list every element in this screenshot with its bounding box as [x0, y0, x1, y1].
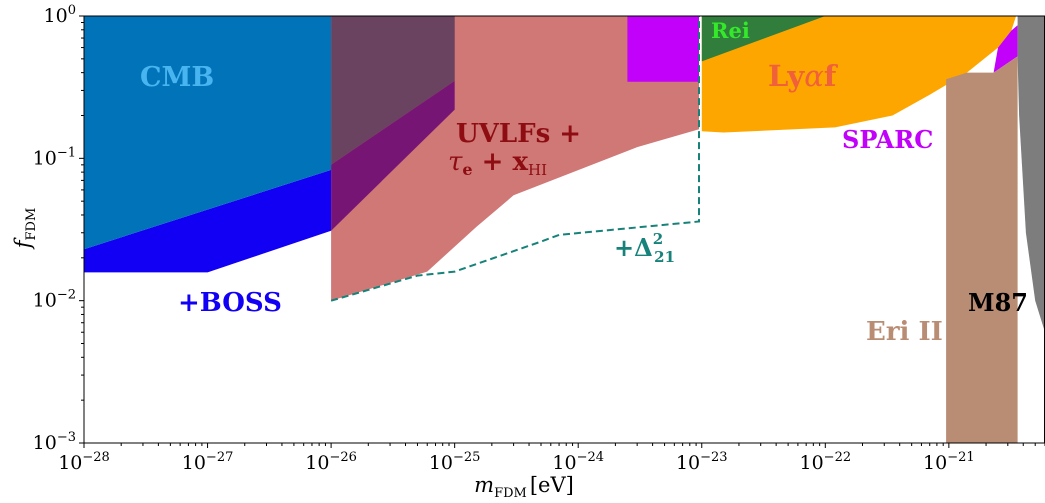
region-lyaf [701, 16, 1017, 133]
uvlf-tau-sub: e [462, 160, 472, 179]
delta21-sub: 21 [654, 248, 675, 266]
y-tick-label: 10−1 [33, 145, 76, 169]
y-axis-label-main: f [11, 237, 35, 250]
uvlf-plus: + [473, 147, 513, 177]
region-uvlf_dark [331, 16, 455, 165]
lyaf-label: Lyαf [768, 59, 839, 93]
delta21-dashed-line [330, 16, 700, 302]
delta21-label: +Δ2 21 [614, 230, 675, 266]
x-tick-label: 10−22 [799, 450, 851, 474]
y-tick-label: 100 [44, 3, 76, 27]
boss-label: +BOSS [178, 288, 282, 318]
rei-label: Rei [711, 18, 750, 43]
sparc-label: SPARC [842, 125, 933, 154]
region-eri [946, 56, 1018, 444]
region-sparc_right [993, 25, 1018, 73]
delta21-sup: 2 [653, 230, 663, 248]
x-tick-label: 10−27 [182, 450, 234, 474]
y-axis-ticks: 10−3 10−2 10−1 100 [33, 3, 84, 454]
lyaf-prefix: Ly [768, 59, 805, 93]
lyaf-alpha: α [804, 59, 824, 93]
x-tick-label: 10−25 [429, 450, 481, 474]
uvlf-x-symbol: x [512, 147, 528, 177]
x-axis-label: mFDM [eV] [474, 473, 574, 498]
constraint-regions [84, 16, 1045, 444]
uvlf-tau-symbol: τ [448, 147, 463, 177]
x-axis-label-unit: [eV] [530, 473, 574, 497]
x-tick-label: 10−23 [676, 450, 728, 474]
eri-label: Eri II [866, 317, 943, 347]
x-tick-label: 10−24 [552, 450, 604, 474]
region-boss [84, 169, 332, 273]
x-tick-label: 10−21 [923, 450, 975, 474]
x-axis-ticks: 10−28 10−27 10−26 10−25 10−24 10−23 10−22 10−21 [58, 443, 1045, 474]
m87-label: M87 [968, 288, 1028, 317]
x-axis-label-main: m [474, 473, 494, 497]
y-tick-label: 10−3 [33, 430, 76, 454]
uvlf-x-sub: HI [528, 161, 547, 179]
uvlf-label-line1: UVLFs + [456, 119, 581, 149]
lyaf-suffix: f [824, 59, 839, 93]
region-uvlf_purple [331, 80, 455, 231]
y-tick-label: 10−2 [33, 288, 76, 312]
uvlf-label-line2: τe + xHI [448, 147, 547, 179]
region-m87 [1017, 16, 1045, 333]
delta21-main: +Δ [614, 233, 653, 262]
region-cmb [84, 16, 332, 250]
x-tick-label: 10−26 [305, 450, 357, 474]
y-axis-label-sub: FDM [24, 208, 39, 241]
x-tick-label: 10−28 [58, 450, 110, 474]
y-axis-label: fFDM [11, 208, 39, 251]
region-sparc_top [627, 16, 699, 82]
region-rei [701, 16, 826, 62]
cmb-label: CMB [140, 62, 214, 93]
x-axis-label-sub: FDM [494, 486, 527, 498]
